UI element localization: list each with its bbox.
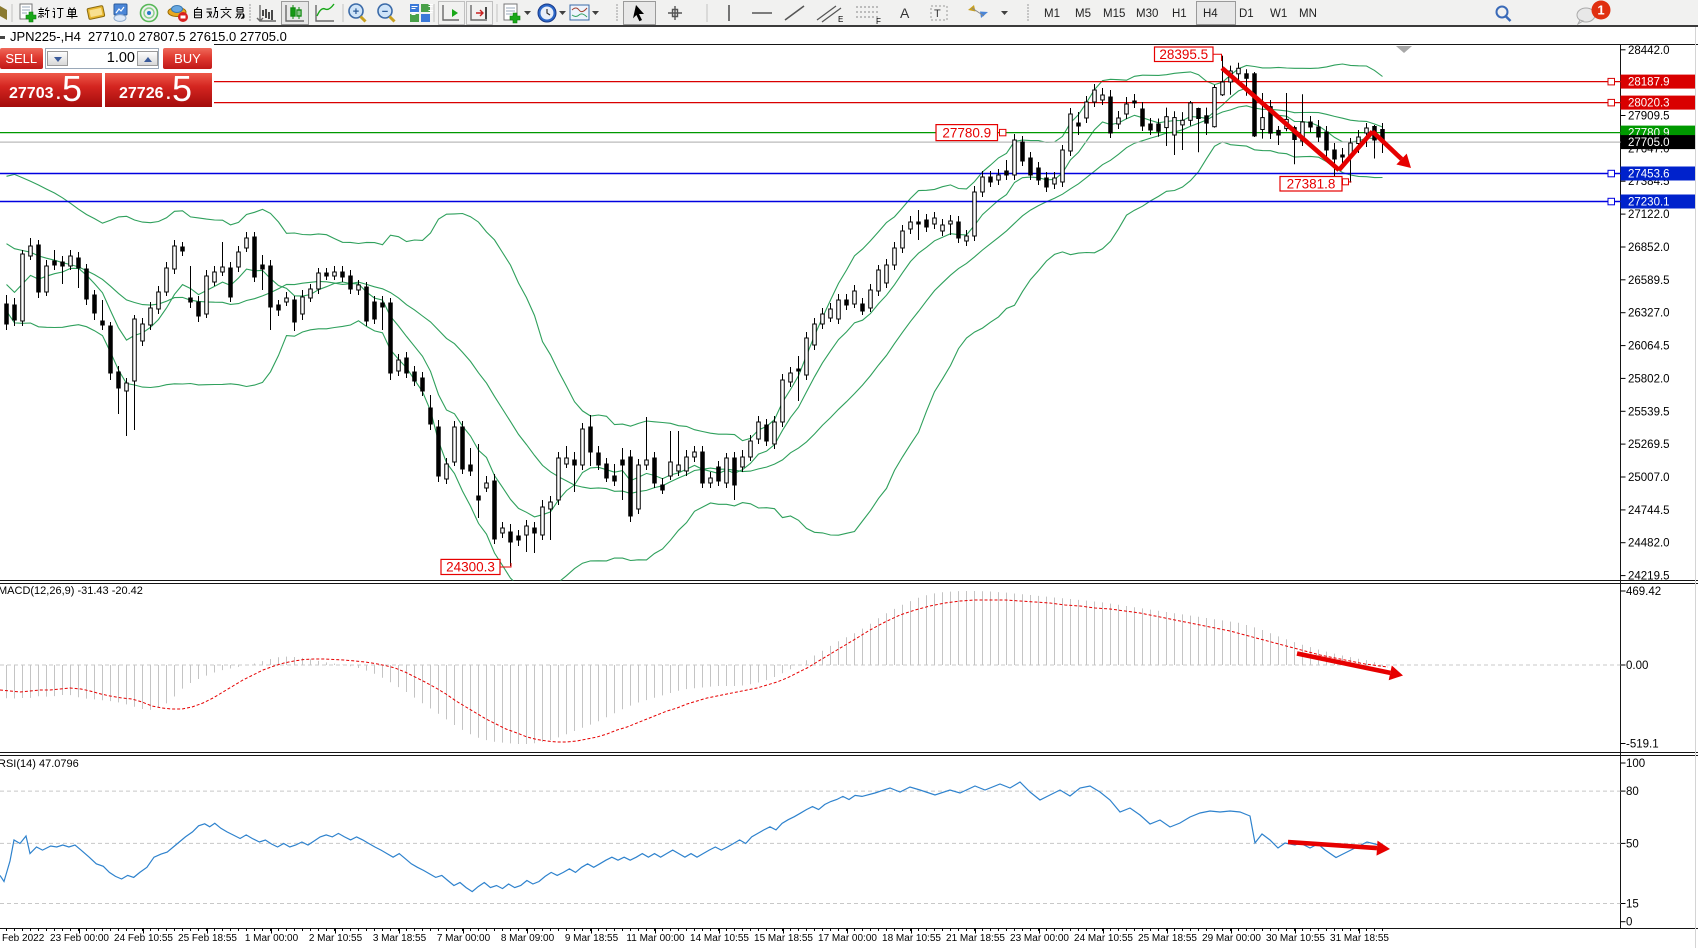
svg-text:0: 0 bbox=[1626, 917, 1632, 929]
svg-text:15 Mar 18:55: 15 Mar 18:55 bbox=[754, 933, 813, 944]
svg-text:T: T bbox=[934, 8, 941, 20]
svg-text:29 Mar 00:00: 29 Mar 00:00 bbox=[1202, 933, 1261, 944]
svg-text:MACD(12,26,9) -31.43 -20.42: MACD(12,26,9) -31.43 -20.42 bbox=[0, 585, 143, 597]
svg-text:A: A bbox=[900, 5, 910, 21]
svg-text:27780.9: 27780.9 bbox=[942, 125, 991, 140]
svg-text:Feb 2022: Feb 2022 bbox=[2, 933, 45, 944]
svg-text:18 Mar 10:55: 18 Mar 10:55 bbox=[882, 933, 941, 944]
svg-text:26589.5: 26589.5 bbox=[1628, 275, 1670, 287]
svg-text:469.42: 469.42 bbox=[1626, 586, 1661, 598]
svg-text:RSI(14) 47.0796: RSI(14) 47.0796 bbox=[0, 758, 79, 770]
svg-text:8 Mar 09:00: 8 Mar 09:00 bbox=[501, 933, 555, 944]
svg-text:28187.9: 28187.9 bbox=[1628, 77, 1670, 89]
svg-text:25 Feb 18:55: 25 Feb 18:55 bbox=[178, 933, 237, 944]
svg-text:M5: M5 bbox=[1075, 8, 1091, 20]
svg-text:25 Mar 18:55: 25 Mar 18:55 bbox=[1138, 933, 1197, 944]
svg-text:W1: W1 bbox=[1270, 8, 1287, 20]
svg-text:M15: M15 bbox=[1103, 8, 1125, 20]
svg-text:27381.8: 27381.8 bbox=[1287, 176, 1336, 191]
svg-text:E: E bbox=[838, 15, 843, 24]
svg-text:28020.3: 28020.3 bbox=[1628, 98, 1670, 110]
svg-text:24482.0: 24482.0 bbox=[1628, 538, 1670, 550]
svg-text:21 Mar 18:55: 21 Mar 18:55 bbox=[946, 933, 1005, 944]
svg-text:80: 80 bbox=[1626, 786, 1639, 798]
svg-text:23 Feb 00:00: 23 Feb 00:00 bbox=[50, 933, 109, 944]
svg-text:23 Mar 00:00: 23 Mar 00:00 bbox=[1010, 933, 1069, 944]
svg-text:24219.5: 24219.5 bbox=[1628, 571, 1670, 583]
svg-text:30 Mar 10:55: 30 Mar 10:55 bbox=[1266, 933, 1325, 944]
svg-text:25007.0: 25007.0 bbox=[1628, 472, 1670, 484]
svg-text:27122.0: 27122.0 bbox=[1628, 209, 1670, 221]
svg-text:2 Mar 10:55: 2 Mar 10:55 bbox=[309, 933, 363, 944]
svg-text:F: F bbox=[876, 17, 881, 26]
svg-text:17 Mar 00:00: 17 Mar 00:00 bbox=[818, 933, 877, 944]
svg-text:25802.0: 25802.0 bbox=[1628, 373, 1670, 385]
svg-text:M30: M30 bbox=[1136, 8, 1158, 20]
svg-text:-519.1: -519.1 bbox=[1626, 739, 1659, 751]
svg-text:15: 15 bbox=[1626, 899, 1639, 911]
svg-text:27230.1: 27230.1 bbox=[1628, 197, 1670, 209]
svg-text:9 Mar 18:55: 9 Mar 18:55 bbox=[565, 933, 619, 944]
svg-text:24744.5: 24744.5 bbox=[1628, 505, 1670, 517]
svg-text:26064.5: 26064.5 bbox=[1628, 341, 1670, 353]
svg-text:D1: D1 bbox=[1239, 8, 1254, 20]
svg-text:MN: MN bbox=[1299, 8, 1317, 20]
svg-text:+: + bbox=[353, 6, 359, 18]
svg-text:24 Mar 10:55: 24 Mar 10:55 bbox=[1074, 933, 1133, 944]
svg-text:H1: H1 bbox=[1172, 8, 1187, 20]
svg-text:50: 50 bbox=[1626, 838, 1639, 850]
svg-text:25269.5: 25269.5 bbox=[1628, 439, 1670, 451]
svg-text:26327.0: 26327.0 bbox=[1628, 308, 1670, 320]
svg-text:H4: H4 bbox=[1203, 8, 1218, 20]
svg-text:1 Mar 00:00: 1 Mar 00:00 bbox=[245, 933, 299, 944]
svg-text:24 Feb 10:55: 24 Feb 10:55 bbox=[114, 933, 173, 944]
svg-text:M1: M1 bbox=[1044, 8, 1060, 20]
svg-text:27909.5: 27909.5 bbox=[1628, 111, 1670, 123]
svg-text:−: − bbox=[382, 6, 388, 18]
svg-text:24300.3: 24300.3 bbox=[446, 560, 495, 575]
svg-text:28395.5: 28395.5 bbox=[1159, 47, 1208, 62]
svg-text:100: 100 bbox=[1626, 758, 1645, 770]
svg-text:7 Mar 00:00: 7 Mar 00:00 bbox=[437, 933, 491, 944]
svg-text:0.00: 0.00 bbox=[1626, 660, 1648, 672]
svg-text:26852.0: 26852.0 bbox=[1628, 242, 1670, 254]
svg-text:25539.5: 25539.5 bbox=[1628, 406, 1670, 418]
svg-text:28442.0: 28442.0 bbox=[1628, 45, 1670, 57]
svg-text:27705.0: 27705.0 bbox=[1628, 137, 1670, 149]
svg-text:3 Mar 18:55: 3 Mar 18:55 bbox=[373, 933, 427, 944]
svg-text:1: 1 bbox=[1597, 3, 1604, 18]
svg-text:27453.6: 27453.6 bbox=[1628, 169, 1670, 181]
svg-text:14 Mar 10:55: 14 Mar 10:55 bbox=[690, 933, 749, 944]
svg-text:31 Mar 18:55: 31 Mar 18:55 bbox=[1330, 933, 1389, 944]
svg-text:11 Mar 00:00: 11 Mar 00:00 bbox=[626, 933, 685, 944]
